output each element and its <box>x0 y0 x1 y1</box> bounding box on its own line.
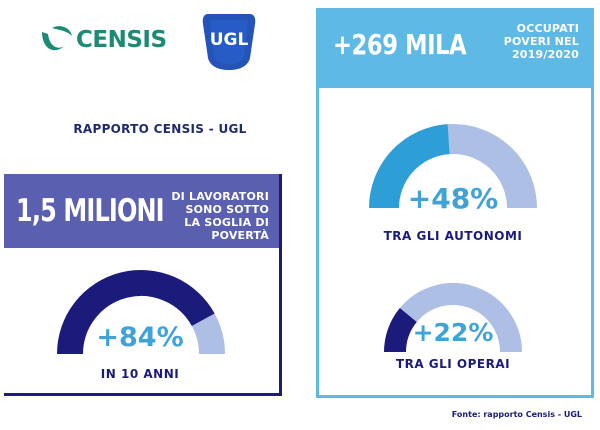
report-title: RAPPORTO CENSIS - UGL <box>73 122 247 136</box>
right-headline: +269 MILA <box>333 28 467 61</box>
right-headline-band: +269 MILA OCCUPATI POVERI NEL 2019/2020 <box>319 8 591 88</box>
left-headline: 1,5 MILIONI <box>16 193 165 229</box>
censis-swoosh-icon <box>42 26 72 51</box>
autonomi-gauge-percent: +48% <box>407 182 499 215</box>
right-stat-panel: +269 MILA OCCUPATI POVERI NEL 2019/2020 … <box>316 8 594 398</box>
right-description-line: OCCUPATI <box>516 22 579 35</box>
gauge-fill <box>57 270 215 354</box>
left-gauge-percent: +84% <box>96 322 184 353</box>
autonomi-gauge-caption: TRA GLI AUTONOMI <box>383 229 523 243</box>
operai-gauge-caption: TRA GLI OPERAI <box>395 357 511 371</box>
ugl-logo: UGL <box>200 10 258 72</box>
right-description: OCCUPATI POVERI NEL 2019/2020 <box>469 22 579 61</box>
left-description: DI LAVORATORI SONO SOTTO LA SOGLIA DI PO… <box>153 190 269 242</box>
gauge-track <box>191 313 225 354</box>
gauge-track <box>399 283 522 352</box>
left-description-line: DI LAVORATORI <box>171 190 269 203</box>
left-gauge-caption: IN 10 ANNI <box>100 367 180 381</box>
right-description-line: 2019/2020 <box>511 48 579 61</box>
gauge-track <box>447 124 537 208</box>
gauge-fill <box>369 124 451 208</box>
left-headline-band: 1,5 MILIONI DI LAVORATORI SONO SOTTO LA … <box>4 174 279 248</box>
ugl-badge-icon <box>202 14 256 70</box>
left-description-line: POVERTÀ <box>211 229 269 242</box>
left-description-line: SONO SOTTO <box>185 203 269 216</box>
left-gauge <box>57 270 225 354</box>
left-stat-panel: 1,5 MILIONI DI LAVORATORI SONO SOTTO LA … <box>4 174 282 396</box>
autonomi-gauge <box>369 124 537 208</box>
operai-gauge <box>384 283 522 352</box>
right-description-line: POVERI NEL <box>503 35 579 48</box>
source-note: Fonte: rapporto Censis - UGL <box>451 410 582 419</box>
censis-logo-text: CENSIS <box>76 27 167 53</box>
ugl-logo-text: UGL <box>209 30 249 50</box>
censis-logo: CENSIS <box>36 18 178 62</box>
operai-gauge-percent: +22% <box>412 318 494 347</box>
gauge-fill <box>384 308 418 352</box>
left-description-line: LA SOGLIA DI <box>184 216 269 229</box>
